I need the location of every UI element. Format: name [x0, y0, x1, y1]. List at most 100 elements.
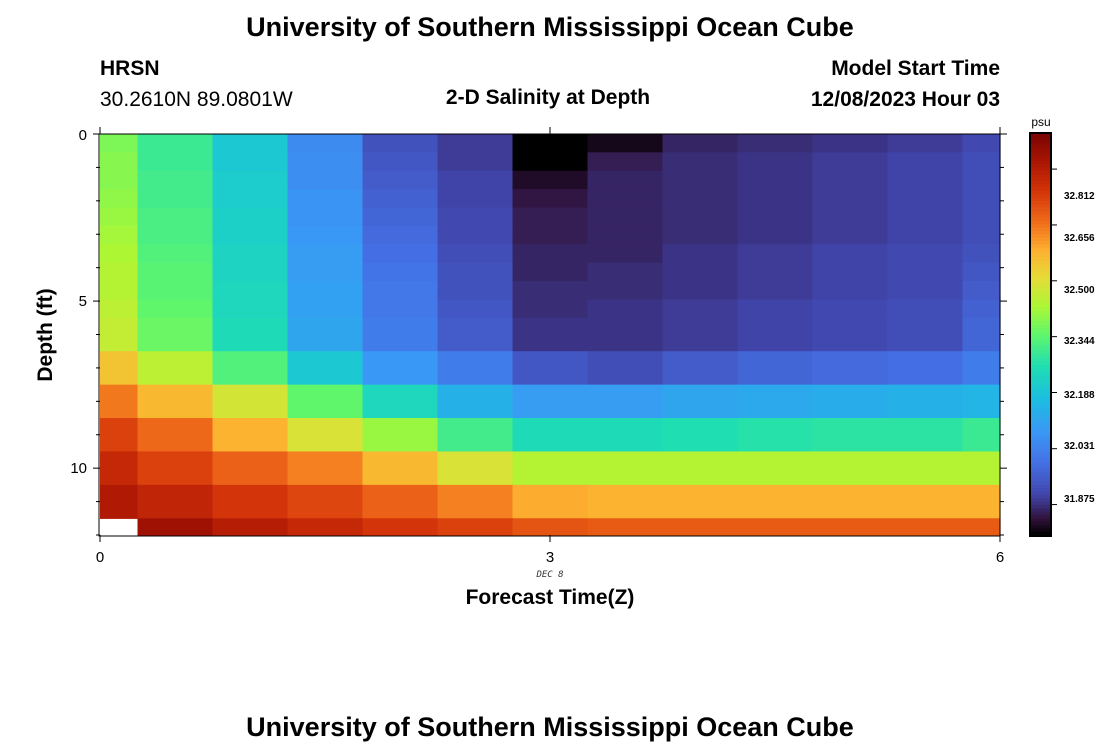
y-axis-label: Depth (ft) — [34, 288, 57, 381]
heatmap-cell — [812, 189, 889, 209]
colorbar-swatch — [1031, 444, 1050, 449]
colorbar-swatch — [1031, 274, 1050, 279]
colorbar-swatch — [1031, 518, 1050, 523]
colorbar-swatch — [1031, 514, 1050, 519]
colorbar-swatch — [1031, 341, 1050, 346]
y-tick-label: 0 — [79, 127, 87, 144]
heatmap-cell — [587, 207, 664, 227]
heatmap-cell — [737, 189, 814, 209]
colorbar-tick-label: 32.188 — [1064, 390, 1095, 401]
heatmap-cell — [887, 189, 964, 209]
heatmap-cell — [587, 189, 664, 209]
heatmap-cell — [512, 262, 589, 282]
colorbar-swatch — [1031, 484, 1050, 489]
heatmap-cell — [887, 170, 964, 190]
heatmap-cell — [287, 281, 364, 301]
heatmap-cell — [887, 384, 964, 419]
colorbar-swatch — [1031, 301, 1050, 306]
axis-ticks — [93, 127, 1007, 542]
heatmap-cell — [212, 351, 289, 386]
heatmap-cell — [887, 244, 964, 264]
colorbar-swatch — [1031, 354, 1050, 359]
colorbar-swatch — [1031, 377, 1050, 382]
heatmap-cell — [137, 484, 214, 519]
heatmap-cell — [662, 317, 739, 352]
heatmap-cell — [962, 281, 1001, 301]
heatmap-cell — [362, 484, 439, 519]
heatmap-cell — [737, 384, 814, 419]
colorbar-swatch — [1031, 508, 1050, 513]
heatmap-cell — [587, 418, 664, 453]
bottom-title: University of Southern Mississippi Ocean… — [246, 712, 854, 742]
colorbar-swatch — [1031, 494, 1050, 499]
colorbar-swatch — [1031, 207, 1050, 212]
colorbar-swatch — [1031, 521, 1050, 526]
heatmap-cell — [100, 207, 139, 227]
colorbar-swatch — [1031, 174, 1050, 179]
heatmap-cell — [962, 317, 1001, 352]
colorbar-swatch — [1031, 361, 1050, 366]
heatmap-cell — [887, 317, 964, 352]
heatmap-cell — [287, 451, 364, 486]
colorbar-swatch — [1031, 458, 1050, 463]
colorbar-swatch — [1031, 234, 1050, 239]
heatmap-cell — [362, 189, 439, 209]
colorbar-swatch — [1031, 297, 1050, 302]
heatmap-cell — [437, 262, 514, 282]
heatmap-cell — [212, 317, 289, 352]
colorbar-swatch — [1031, 364, 1050, 369]
heatmap-cell — [137, 152, 214, 172]
colorbar-tick-label: 32.656 — [1064, 233, 1095, 244]
colorbar-swatch — [1031, 214, 1050, 219]
colorbar-swatch — [1031, 421, 1050, 426]
station-coords: 30.2610N 89.0801W — [100, 88, 293, 111]
colorbar-swatch — [1031, 240, 1050, 245]
colorbar-swatch — [1031, 438, 1050, 443]
heatmap-cell — [212, 451, 289, 486]
heatmap-cell — [887, 281, 964, 301]
colorbar-swatch — [1031, 511, 1050, 516]
heatmap-cell — [737, 262, 814, 282]
heatmap-cell — [587, 451, 664, 486]
colorbar-swatch — [1031, 337, 1050, 342]
x-tick-label: 0 — [96, 549, 104, 566]
heatmap-cell — [512, 317, 589, 352]
heatmap-cell — [887, 351, 964, 386]
heatmap-cell — [512, 244, 589, 264]
heatmap-cell — [812, 262, 889, 282]
heatmap-cell — [962, 299, 1001, 319]
heatmap-cell — [100, 152, 139, 172]
colorbar — [1031, 134, 1057, 536]
heatmap-cell — [100, 262, 139, 282]
heatmap-cell — [737, 207, 814, 227]
heatmap-cell — [137, 170, 214, 190]
heatmap-cell — [100, 299, 139, 319]
heatmap-cell — [962, 484, 1001, 519]
heatmap-cell — [587, 281, 664, 301]
heatmap-cell — [512, 134, 589, 153]
heatmap-cell — [662, 281, 739, 301]
colorbar-swatch — [1031, 184, 1050, 189]
heatmap-cell — [587, 317, 664, 352]
colorbar-swatch — [1031, 210, 1050, 215]
heatmap-cell — [737, 351, 814, 386]
heatmap-cell — [137, 262, 214, 282]
heatmap-cell — [587, 134, 664, 153]
heatmap-cell — [812, 225, 889, 245]
colorbar-swatch — [1031, 491, 1050, 496]
heatmap-cell — [437, 152, 514, 172]
colorbar-swatch — [1031, 307, 1050, 312]
colorbar-swatch — [1031, 187, 1050, 192]
heatmap-cell — [587, 225, 664, 245]
heatmap-cell — [437, 351, 514, 386]
y-tick-labels: 0 5 10 — [70, 127, 87, 477]
heatmap-cell — [362, 384, 439, 419]
heatmap-cell — [437, 225, 514, 245]
colorbar-swatch — [1031, 357, 1050, 362]
model-start-value: 12/08/2023 Hour 03 — [811, 88, 1000, 111]
heatmap-cell — [737, 244, 814, 264]
heatmap-cell — [887, 207, 964, 227]
heatmap-cell — [287, 134, 364, 153]
heatmap-cell — [812, 384, 889, 419]
colorbar-swatch — [1031, 501, 1050, 506]
